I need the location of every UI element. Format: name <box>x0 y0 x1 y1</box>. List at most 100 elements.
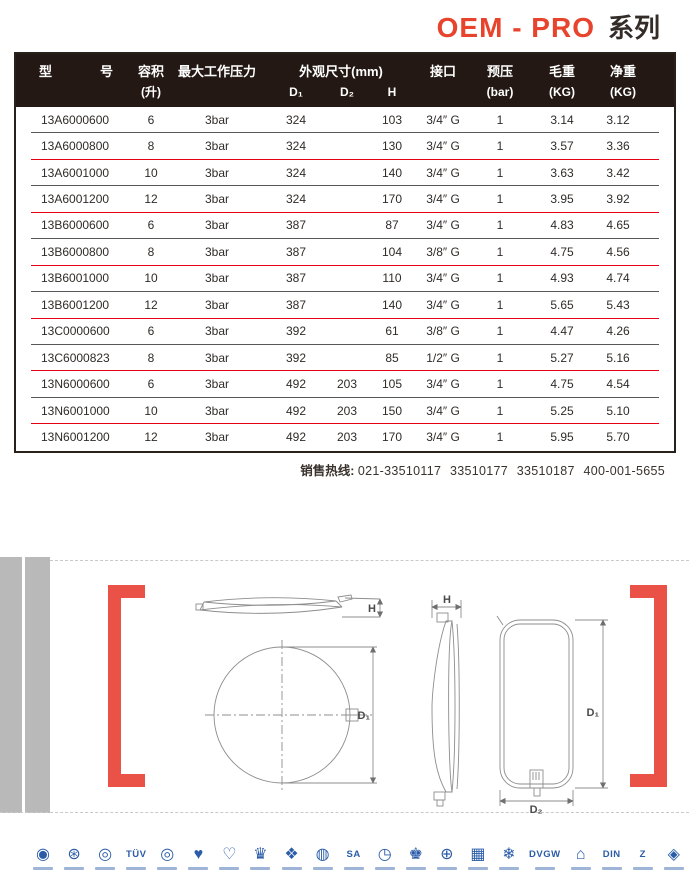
table-cell: 13A6000600 <box>41 112 110 127</box>
icon-caption <box>632 867 653 870</box>
col-h: H <box>387 85 397 99</box>
sales-hotline: 销售热线: 021-33510117 33510177 33510187 400… <box>300 460 665 479</box>
round-seal-icon: ◎ <box>94 845 116 870</box>
table-cell: 3bar <box>204 192 230 207</box>
round-seal-3-glyph: ◍ <box>315 846 330 863</box>
table-cell: 4.93 <box>550 271 574 286</box>
floral-eagle-badge-glyph: ❖ <box>284 846 299 863</box>
icon-caption <box>534 867 555 870</box>
table-cell: 13B6001200 <box>41 297 110 312</box>
icon-caption <box>219 867 240 870</box>
table-cell: 13N6000600 <box>41 377 110 392</box>
diamond-dot-badge-icon: ◈ <box>663 845 685 870</box>
table-cell: 140 <box>381 297 403 312</box>
heart-outline-badge-icon: ♡ <box>218 845 240 870</box>
table-cell: 1 <box>496 218 504 233</box>
table-row: 13B6001000 10 3bar 387 110 3/4″ G 1 4.93 4.74 <box>31 266 659 293</box>
table-cell: 10 <box>144 271 158 286</box>
table-cell: 13A6001200 <box>41 192 110 207</box>
col-port: 接口 <box>429 64 456 79</box>
icon-caption <box>188 867 209 870</box>
panel-dashed-border-top <box>50 560 689 561</box>
table-cell: 1/2″ G <box>426 350 460 365</box>
icon-caption <box>405 867 426 870</box>
tuv-logo-icon: TÜV <box>125 845 147 870</box>
icon-caption <box>250 867 271 870</box>
table-cell: 4.47 <box>550 324 574 339</box>
page-title: OEM - PRO 系列 <box>437 8 660 45</box>
hotline-label: 销售热线: <box>300 464 355 478</box>
sa-oval-logo-icon: SA <box>343 845 365 870</box>
panel-dashed-border-bottom <box>0 812 689 813</box>
gauge-badge-glyph: ◷ <box>377 846 392 863</box>
table-cell: 5.27 <box>550 350 574 365</box>
table-cell: 6 <box>147 324 155 339</box>
table-cell: 6 <box>147 218 155 233</box>
table-cell: 324 <box>285 112 307 127</box>
dim-label-side-h: H <box>443 594 451 606</box>
red-bracket-right <box>630 585 667 787</box>
icon-caption <box>126 867 147 870</box>
technical-drawing: H D₁ H D₁ D₂ <box>195 594 608 815</box>
table-header: 型 号 容积 (升) 最大工作压力 外观尺寸(mm) D₁ D₂ H 接口 预压 <box>16 54 674 107</box>
table-cell: 150 <box>381 403 403 418</box>
table-cell: 5.70 <box>606 430 630 445</box>
round-seal-4-glyph: ⊕ <box>440 846 454 863</box>
table-cell: 3bar <box>204 165 230 180</box>
table-cell: 3bar <box>204 271 230 286</box>
icon-caption <box>467 867 488 870</box>
table-cell: 324 <box>285 192 307 207</box>
table-cell: 1 <box>496 324 504 339</box>
table-row: 13B6000600 6 3bar 387 87 3/4″ G 1 4.83 4.65 <box>31 213 659 240</box>
table-cell: 3/4″ G <box>426 139 460 154</box>
roof-badge-glyph: ⌂ <box>575 846 586 863</box>
table-cell: 3.14 <box>550 112 574 127</box>
table-cell: 5.25 <box>550 403 574 418</box>
table-cell: 3/8″ G <box>426 324 460 339</box>
table-cell: 4.26 <box>606 324 630 339</box>
table-cell: 61 <box>385 324 399 339</box>
floral-eagle-badge-icon: ❖ <box>281 845 303 870</box>
table-cell: 13B6001000 <box>41 271 110 286</box>
table-cell: 3bar <box>204 324 230 339</box>
table-cell: 6 <box>147 112 155 127</box>
table-cell: 3/4″ G <box>426 297 460 312</box>
table-cell: 3/4″ G <box>426 165 460 180</box>
left-gray-band-2 <box>25 557 50 813</box>
table-cell: 392 <box>285 324 307 339</box>
table-cell: 4.65 <box>606 218 630 233</box>
table-row: 13B6001200 12 3bar 387 140 3/4″ G 1 5.65 5.43 <box>31 292 659 319</box>
table-cell: 1 <box>496 139 504 154</box>
table-cell: 8 <box>147 244 155 259</box>
table-cell: 5.43 <box>606 297 630 312</box>
table-cell: 324 <box>285 165 307 180</box>
dvgw-logo-icon: DVGW <box>529 845 561 870</box>
dim-label-rear-d2: D₂ <box>530 804 543 815</box>
round-stamp-seal-glyph: ⊛ <box>67 846 81 863</box>
red-bracket-left <box>108 585 145 787</box>
round-seal-glyph: ◎ <box>98 846 113 863</box>
table-cell: 5.95 <box>550 430 574 445</box>
table-cell: 3/4″ G <box>426 403 460 418</box>
z-badge-glyph: Z <box>639 849 646 860</box>
table-cell: 387 <box>285 244 307 259</box>
round-emblem-seal-icon: ◉ <box>32 845 54 870</box>
col-net-weight: 净重 (KG) <box>609 64 636 99</box>
front-view-drawing <box>205 640 377 792</box>
col-d1: D₁ <box>289 85 303 99</box>
table-cell: 13N6001200 <box>41 430 110 445</box>
series-name-en: OEM - PRO <box>436 12 595 43</box>
table-cell: 3bar <box>204 377 230 392</box>
dvgw-logo-glyph: DVGW <box>529 849 561 860</box>
dim-label-front-d1: D₁ <box>358 710 371 722</box>
table-cell: 87 <box>385 218 399 233</box>
table-cell: 5.16 <box>606 350 630 365</box>
top-view-drawing <box>195 594 384 618</box>
table-body: 13A6000600 6 3bar 324 103 3/4″ G 1 3.14 3.12 13A6… <box>16 107 674 451</box>
col-dimensions-group: 外观尺寸(mm) D₁ D₂ H <box>259 62 423 107</box>
diamond-dot-badge-glyph: ◈ <box>667 846 680 863</box>
table-cell: 13N6001000 <box>41 403 110 418</box>
table-cell: 105 <box>381 377 403 392</box>
snowflake-badge-glyph: ❄ <box>502 846 516 863</box>
table-cell: 5.10 <box>606 403 630 418</box>
